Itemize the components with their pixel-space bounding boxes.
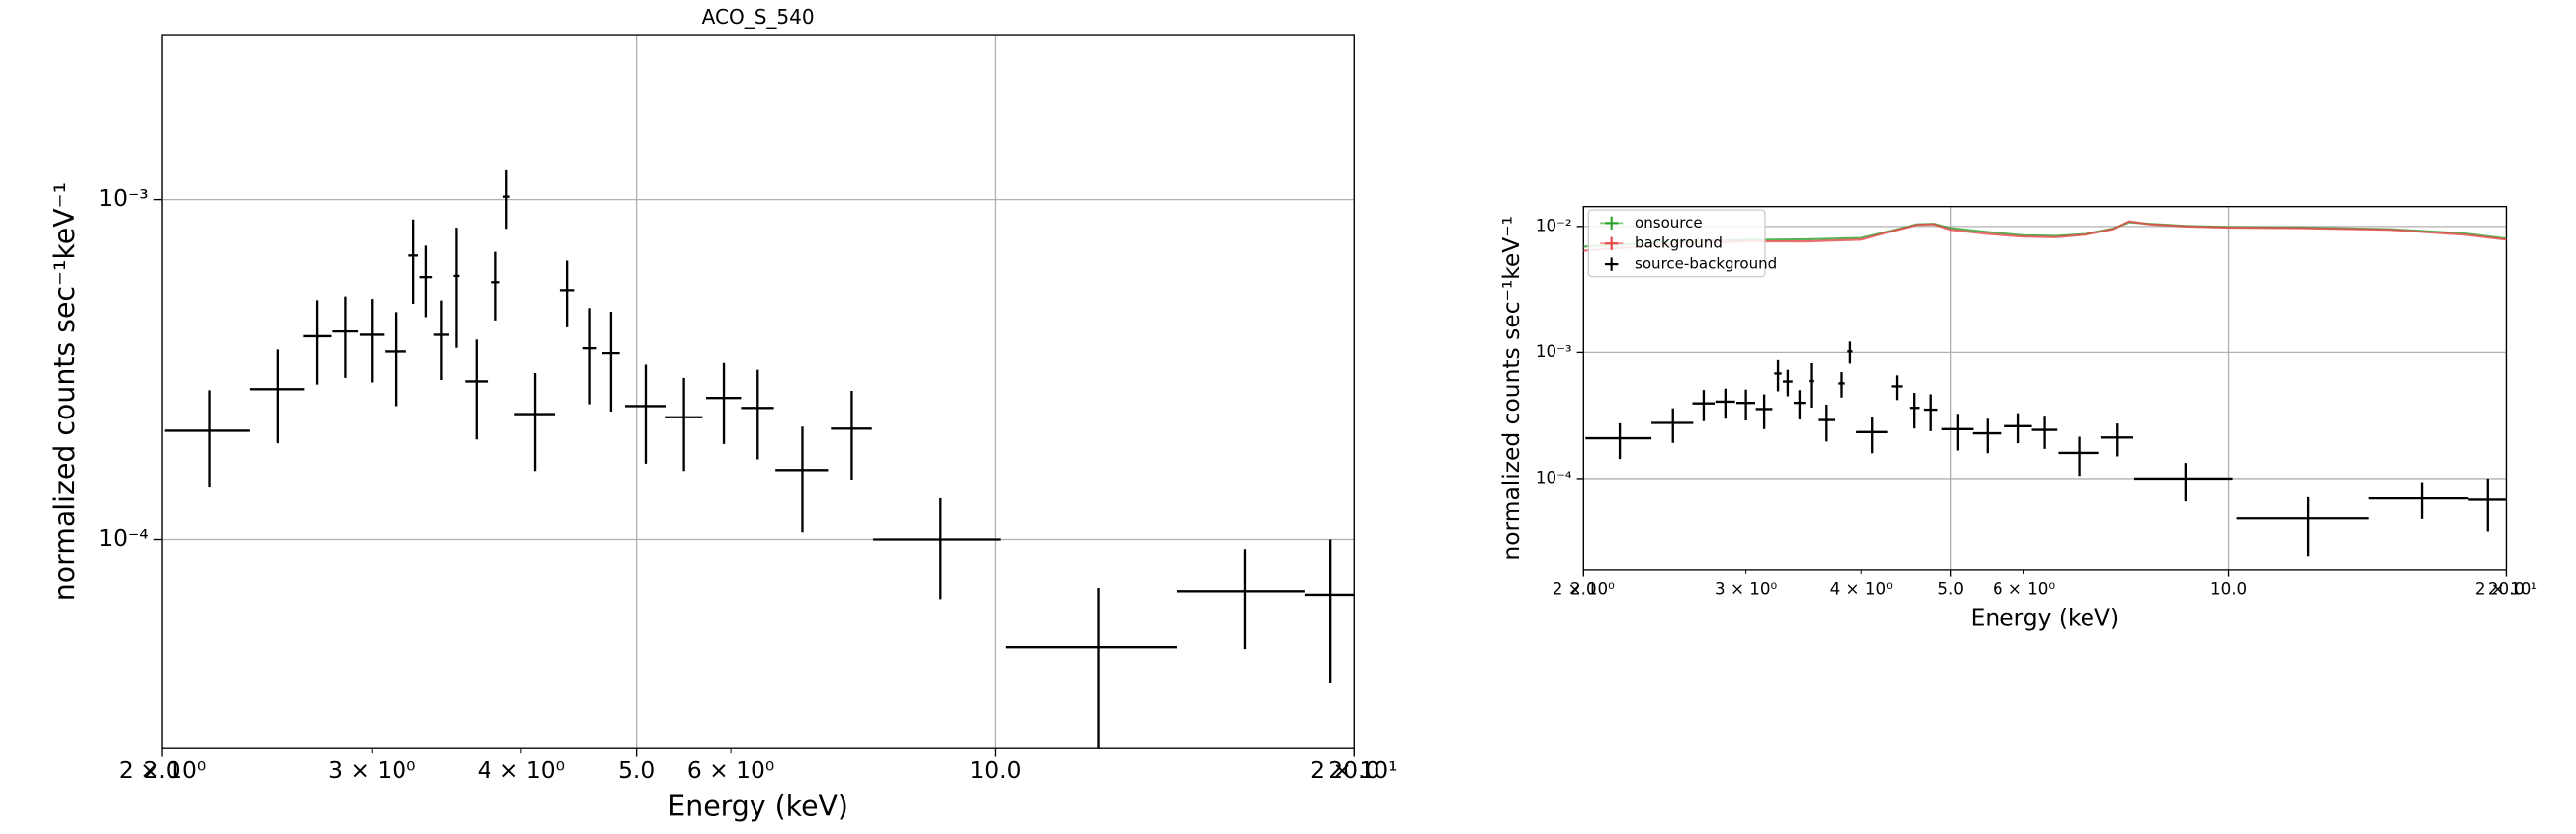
error-cross [1755, 394, 1773, 429]
error-cross [665, 377, 703, 472]
error-cross [775, 426, 829, 533]
x-minor-tick-label: 2 × 10⁰ [1553, 579, 1615, 598]
error-cross [706, 362, 742, 444]
error-cross [2004, 413, 2032, 444]
error-cross [625, 364, 666, 464]
error-cross [559, 260, 575, 327]
error-cross [385, 312, 406, 407]
x-axis-label: Energy (keV) [667, 789, 848, 822]
error-cross [164, 390, 250, 488]
error-cross [1715, 388, 1735, 419]
x-minor-tick-label: 3 × 10⁰ [328, 756, 415, 784]
error-cross [873, 497, 1001, 600]
error-cross [1818, 404, 1836, 442]
y-tick-label: 10⁻⁴ [1536, 468, 1572, 487]
y-tick-label: 10⁻³ [98, 184, 148, 212]
x-minor-tick-label: 3 × 10⁰ [1715, 579, 1777, 598]
data-layer [1583, 220, 2507, 557]
chart-title: ACO_S_540 [702, 5, 815, 29]
error-cross [582, 308, 597, 405]
error-cross [1838, 372, 1845, 398]
x-tick-label: 5.0 [618, 756, 655, 784]
error-cross [419, 245, 433, 318]
error-cross [1177, 549, 1305, 650]
x-minor-tick-label: 2 × 10¹ [1310, 756, 1397, 784]
error-cross [502, 169, 510, 230]
error-cross [1923, 394, 1938, 431]
error-cross [1793, 390, 1806, 420]
x-minor-tick-label: 6 × 10⁰ [1993, 579, 2055, 598]
error-cross [1941, 414, 1974, 451]
plot-frame [1582, 205, 2508, 571]
error-cross [1891, 375, 1903, 401]
error-cross [1692, 390, 1716, 421]
error-cross [1736, 389, 1755, 420]
error-cross [249, 349, 305, 444]
error-cross [1909, 393, 1920, 429]
legend-box [1587, 209, 1766, 278]
error-cross [2236, 496, 2369, 557]
error-cross [2058, 436, 2099, 477]
y-axis-label: normalized counts sec⁻¹keV⁻¹ [1497, 216, 1525, 561]
error-cross [2468, 478, 2507, 532]
error-cross [2368, 482, 2469, 519]
x-tick-label: 20.0 [2488, 579, 2525, 598]
error-cross [741, 369, 774, 460]
error-cross [408, 219, 418, 304]
legend: onsource background source-background [1587, 209, 1777, 278]
error-cross [1856, 417, 1888, 454]
error-cross [465, 339, 489, 440]
y-axis-label: normalized counts sec⁻¹keV⁻¹ [48, 182, 81, 601]
error-cross [514, 373, 556, 472]
error-cross [602, 312, 620, 413]
legend-label: source-background [1635, 255, 1777, 273]
x-tick-label: 2.0 [143, 756, 180, 784]
legend-label: background [1635, 234, 1723, 252]
y-tick-label: 10⁻² [1536, 216, 1572, 234]
x-minor-tick-label: 6 × 10⁰ [687, 756, 774, 784]
error-cross [332, 296, 359, 378]
error-cross [1972, 418, 2002, 454]
error-cross [2031, 416, 2058, 449]
error-cross [1651, 408, 1694, 443]
chart: 10⁻³ 10⁻⁴ 2.0 5.0 10.0 20.0 2 × 10⁰ 3 × 10⁰ 4 × … [48, 5, 1397, 822]
x-tick-label: 10.0 [969, 756, 1021, 784]
error-cross [1304, 539, 1355, 684]
error-cross [303, 300, 332, 385]
x-tick-label: 5.0 [1937, 579, 1964, 598]
series-line [1583, 220, 2507, 252]
plot-frame [161, 34, 1355, 749]
data-layer [164, 169, 1355, 749]
error-cross [1005, 587, 1178, 749]
x-tick-label: 10.0 [2210, 579, 2247, 598]
x-minor-tick-label: 2 × 10¹ [2475, 579, 2537, 598]
x-minor-tick-label: 4 × 10⁰ [1830, 579, 1893, 598]
error-cross [359, 299, 385, 383]
error-cross [1774, 359, 1782, 392]
y-tick-label: 10⁻⁴ [98, 524, 148, 552]
y-tick-label: 10⁻³ [1536, 342, 1572, 361]
error-cross [1585, 422, 1652, 460]
error-cross [491, 251, 500, 321]
x-minor-tick-label: 2 × 10⁰ [119, 756, 206, 784]
chart: 10⁻² 10⁻³ 10⁻⁴ 2.0 5.0 10.0 20.0 2 × 10⁰ 3 × 10⁰… [1497, 205, 2537, 631]
legend-label: onsource [1635, 214, 1703, 232]
error-cross [2100, 423, 2133, 457]
error-cross [1847, 341, 1853, 364]
error-cross [453, 228, 460, 348]
x-axis-label: Energy (keV) [1971, 603, 2119, 631]
x-minor-tick-label: 4 × 10⁰ [478, 756, 565, 784]
error-cross [831, 390, 872, 480]
error-cross [2134, 463, 2233, 502]
error-cross [1809, 362, 1814, 409]
error-cross [433, 300, 449, 380]
error-cross [1783, 369, 1793, 397]
x-tick-label: 2.0 [1570, 579, 1597, 598]
x-tick-label: 20.0 [1328, 756, 1379, 784]
